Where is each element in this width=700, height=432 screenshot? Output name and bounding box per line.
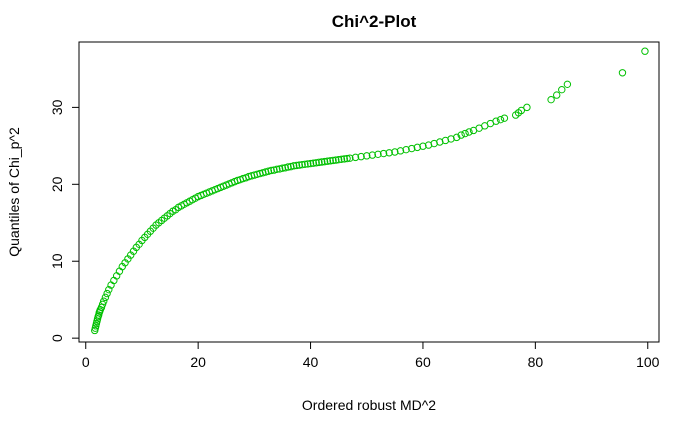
data-point	[374, 150, 382, 159]
data-point	[318, 158, 326, 166]
data-point	[363, 152, 371, 160]
data-point	[413, 143, 422, 152]
x-tick-label: 80	[528, 354, 544, 370]
data-point	[101, 293, 110, 302]
data-point	[309, 159, 318, 167]
data-point	[298, 160, 306, 169]
data-point	[320, 157, 329, 166]
data-point	[315, 158, 323, 167]
data-point	[340, 155, 348, 163]
data-point	[351, 153, 360, 162]
data-point	[103, 289, 111, 298]
x-tick-label: 100	[636, 354, 660, 370]
data-point	[408, 144, 416, 153]
data-point	[295, 161, 304, 169]
data-point	[273, 165, 281, 174]
plot-frame	[78, 41, 660, 343]
data-point	[329, 156, 337, 165]
chart-title: Chi^2-Plot	[332, 12, 417, 31]
data-point	[465, 128, 473, 136]
data-point	[270, 166, 278, 174]
data-point	[563, 80, 572, 89]
y-axis: 0 10 20 30	[49, 99, 80, 342]
data-point	[461, 129, 469, 138]
data-point	[289, 162, 298, 170]
data-point	[346, 154, 354, 162]
x-tick-label: 40	[303, 354, 319, 370]
data-point	[323, 157, 332, 165]
data-point	[492, 117, 500, 125]
data-point	[343, 154, 351, 163]
data-points	[91, 47, 649, 335]
data-point	[326, 157, 334, 165]
y-tick-label: 0	[49, 334, 65, 342]
data-point	[100, 297, 108, 305]
data-point	[500, 114, 509, 122]
y-tick-label: 20	[49, 176, 65, 192]
x-tick-label: 0	[82, 354, 90, 370]
x-tick-label: 60	[415, 354, 431, 370]
data-point	[402, 145, 410, 154]
data-point	[337, 155, 346, 164]
data-point	[264, 167, 273, 175]
data-point	[98, 300, 107, 309]
y-tick-label: 30	[49, 99, 65, 115]
data-point	[558, 85, 566, 94]
data-point	[379, 149, 388, 158]
data-point	[275, 165, 284, 173]
x-axis: 0 20 40 60 80 100	[82, 341, 660, 370]
data-point	[496, 115, 505, 124]
data-point	[618, 69, 627, 77]
data-point	[306, 159, 315, 168]
data-point	[292, 161, 301, 170]
data-point	[312, 159, 320, 167]
data-point	[287, 162, 295, 171]
data-point	[97, 303, 106, 312]
data-point	[332, 156, 340, 164]
data-point	[452, 133, 461, 142]
data-point	[267, 166, 275, 175]
data-point	[368, 151, 377, 159]
data-point	[105, 285, 113, 294]
data-point	[391, 148, 399, 156]
data-point	[334, 155, 343, 164]
data-point	[284, 163, 292, 171]
data-point	[457, 131, 465, 139]
data-point	[304, 160, 312, 168]
data-point	[517, 106, 526, 115]
data-point	[396, 147, 405, 155]
data-point	[385, 149, 393, 157]
y-axis-label: Quantiles of Chi_p^2	[6, 127, 22, 257]
data-point	[281, 164, 289, 172]
x-tick-label: 20	[190, 354, 206, 370]
y-tick-label: 10	[49, 253, 65, 269]
data-point	[419, 142, 427, 150]
data-point	[553, 91, 561, 99]
data-point	[301, 160, 309, 169]
data-point	[357, 152, 365, 161]
data-point	[278, 164, 287, 172]
data-point	[641, 47, 649, 55]
data-point	[523, 103, 531, 112]
data-point	[547, 95, 555, 104]
x-axis-label: Ordered robust MD^2	[302, 397, 436, 413]
